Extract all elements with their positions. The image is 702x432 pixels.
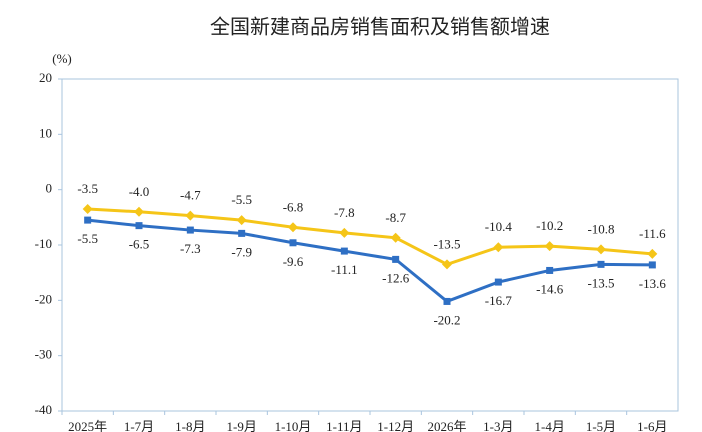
marker bbox=[494, 278, 502, 286]
marker bbox=[288, 222, 298, 233]
marker bbox=[392, 255, 400, 263]
y-tick-label: 0 bbox=[46, 181, 53, 196]
marker bbox=[135, 222, 143, 230]
data-label: -10.8 bbox=[587, 221, 614, 236]
marker bbox=[443, 297, 451, 305]
x-tick-label: 1-9月 bbox=[226, 419, 256, 432]
data-label: -6.5 bbox=[129, 237, 150, 252]
x-tick-label: 1-10月 bbox=[275, 419, 312, 432]
data-label: -4.0 bbox=[129, 184, 150, 199]
marker bbox=[544, 241, 555, 252]
marker bbox=[339, 227, 350, 238]
y-tick-label: 20 bbox=[39, 70, 52, 85]
marker bbox=[493, 242, 504, 253]
data-label: -7.9 bbox=[231, 244, 252, 259]
marker bbox=[340, 247, 348, 255]
data-label: -6.8 bbox=[283, 199, 304, 214]
marker bbox=[647, 248, 658, 259]
y-tick-label: -40 bbox=[35, 402, 52, 417]
data-label: -11.1 bbox=[331, 262, 358, 277]
x-tick-label: 2026年 bbox=[427, 419, 466, 432]
y-tick-label: 10 bbox=[39, 125, 52, 140]
data-label: -13.6 bbox=[639, 276, 667, 291]
y-tick-label: -20 bbox=[35, 291, 52, 306]
data-label: -4.7 bbox=[180, 188, 201, 203]
data-label: -20.2 bbox=[433, 312, 460, 327]
x-tick-label: 1-8月 bbox=[175, 419, 205, 432]
data-label: -13.5 bbox=[587, 275, 614, 290]
data-label: -12.6 bbox=[382, 270, 410, 285]
data-label: -9.6 bbox=[283, 254, 304, 269]
data-label: -7.3 bbox=[180, 241, 201, 256]
series-line bbox=[87, 218, 653, 304]
marker bbox=[134, 206, 144, 217]
y-tick-label: -10 bbox=[35, 236, 52, 251]
marker bbox=[236, 215, 247, 226]
data-label: -14.6 bbox=[536, 281, 564, 296]
data-label: -10.4 bbox=[485, 219, 513, 234]
data-label: -16.7 bbox=[485, 293, 513, 308]
data-label: -13.5 bbox=[433, 236, 460, 251]
x-tick-label: 1-5月 bbox=[586, 419, 616, 432]
x-tick-label: 1-4月 bbox=[534, 419, 564, 432]
marker bbox=[648, 261, 656, 269]
data-label: -5.5 bbox=[231, 192, 252, 207]
data-label: -10.2 bbox=[536, 218, 563, 233]
x-tick-label: 2025年 bbox=[68, 419, 107, 432]
data-label: -7.8 bbox=[334, 205, 355, 220]
marker bbox=[238, 229, 246, 237]
marker bbox=[186, 226, 194, 234]
marker bbox=[390, 232, 401, 243]
marker bbox=[597, 260, 605, 268]
marker bbox=[442, 259, 452, 270]
series-line bbox=[87, 207, 653, 266]
x-tick-label: 1-7月 bbox=[124, 419, 154, 432]
y-unit: (%) bbox=[52, 51, 72, 66]
x-tick-label: 1-11月 bbox=[326, 419, 362, 432]
marker bbox=[82, 204, 93, 215]
x-tick-label: 1-3月 bbox=[483, 419, 513, 432]
data-label: -5.5 bbox=[77, 231, 98, 246]
data-label: -8.7 bbox=[385, 210, 406, 225]
marker bbox=[596, 244, 606, 255]
x-tick-label: 1-6月 bbox=[637, 419, 667, 432]
marker bbox=[289, 239, 297, 247]
chart-title: 全国新建商品房销售面积及销售额增速 bbox=[210, 15, 550, 39]
marker bbox=[84, 216, 92, 224]
marker bbox=[185, 210, 196, 221]
x-tick-label: 1-12月 bbox=[377, 419, 414, 432]
data-label: -3.5 bbox=[77, 181, 98, 196]
y-tick-label: -30 bbox=[35, 347, 52, 362]
plot-frame bbox=[61, 78, 679, 412]
data-label: -11.6 bbox=[639, 226, 666, 241]
marker bbox=[546, 266, 554, 274]
